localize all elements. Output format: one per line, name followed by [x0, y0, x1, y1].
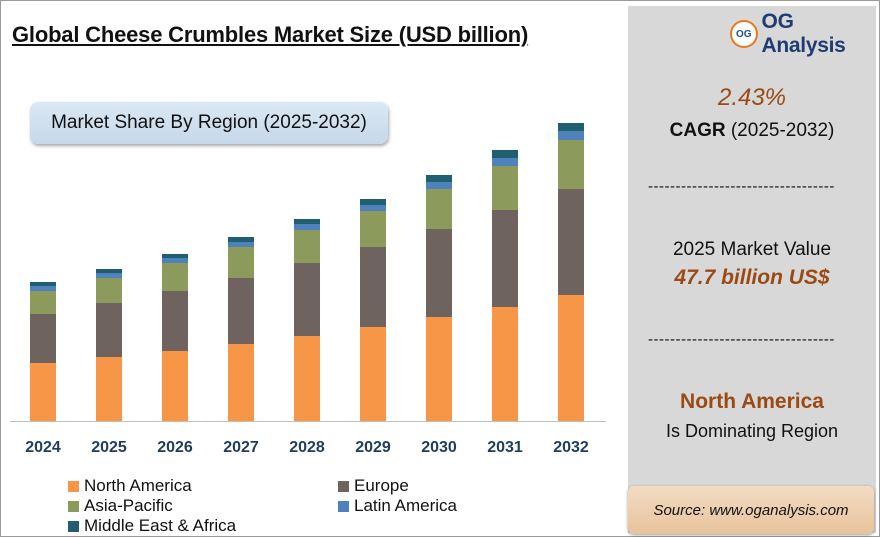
dominating-region-label: Is Dominating Region — [665, 421, 839, 441]
bar-2028-latin-america — [294, 224, 320, 230]
bar-2029-asia-pacific — [360, 211, 386, 247]
cagr-label-bold: CAGR — [669, 120, 726, 141]
x-tick-label: 2024 — [25, 439, 61, 456]
bar-2028-north-america — [294, 336, 320, 421]
bar-2032-latin-america — [558, 131, 584, 140]
bar-2027-europe — [228, 278, 254, 344]
cagr-value: 2.43% — [717, 84, 787, 111]
bar-2028-middle-east-africa — [294, 219, 320, 224]
bar-2030-asia-pacific — [426, 189, 452, 229]
legend-item: Asia-Pacific — [68, 496, 173, 516]
summary-panel — [628, 6, 876, 533]
bar-2025-europe — [96, 303, 122, 357]
bar-2024-asia-pacific — [30, 291, 56, 314]
bar-2027-asia-pacific — [228, 247, 254, 278]
x-tick-label: 2031 — [487, 439, 523, 456]
x-tick-label: 2026 — [157, 439, 193, 456]
x-tick-label: 2030 — [421, 439, 457, 456]
legend-label: Asia-Pacific — [84, 496, 173, 515]
x-tick-label: 2029 — [355, 439, 391, 456]
bar-2024-middle-east-africa — [30, 282, 56, 286]
source-label: Source: www.oganalysis.com — [628, 486, 874, 534]
legend-label: Europe — [354, 476, 409, 495]
market-value-label: 2025 Market Value — [672, 239, 832, 260]
region-share-pill: Market Share By Region (2025-2032) — [30, 102, 388, 144]
market-value: 47.7 billion US$ — [674, 266, 830, 289]
divider-1: ---------------------------------- — [648, 178, 835, 195]
bar-2031-middle-east-africa — [492, 150, 518, 158]
bar-2032-north-america — [558, 295, 584, 421]
legend-swatch — [338, 500, 349, 512]
legend-swatch — [68, 500, 79, 512]
bar-2032-europe — [558, 189, 584, 295]
bar-2031-latin-america — [492, 158, 518, 166]
cagr-label: CAGR (2025-2032) — [628, 120, 876, 142]
og-analysis-logo: OG OG Analysis — [730, 10, 880, 58]
x-tick-label: 2027 — [223, 439, 259, 456]
bar-2025-asia-pacific — [96, 278, 122, 303]
legend-swatch — [68, 520, 79, 532]
bar-2024-latin-america — [30, 286, 56, 291]
legend-label: Middle East & Africa — [84, 516, 237, 535]
bar-2027-north-america — [228, 344, 254, 421]
bar-2031-asia-pacific — [492, 166, 518, 210]
legend-label: North America — [84, 476, 192, 495]
legend-item: Latin America — [338, 496, 457, 516]
legend-label: Latin America — [354, 496, 457, 515]
legend-swatch — [338, 480, 349, 492]
bar-2026-latin-america — [162, 258, 188, 263]
legend-swatch — [68, 480, 79, 492]
bar-2032-asia-pacific — [558, 140, 584, 189]
bar-2027-middle-east-africa — [228, 237, 254, 242]
stacked-bar-chart: 2024 2025 2026 2027 2028 2029 2030 2031 2032 — [10, 123, 606, 456]
bar-2030-europe — [426, 229, 452, 317]
bar-2031-europe — [492, 210, 518, 307]
bar-2028-asia-pacific — [294, 230, 320, 263]
bar-2025-latin-america — [96, 273, 122, 278]
chart-title: Global Cheese Crumbles Market Size (USD … — [12, 22, 529, 47]
bar-2026-asia-pacific — [162, 263, 188, 291]
bar-2027-latin-america — [228, 242, 254, 247]
bar-2026-europe — [162, 291, 188, 351]
bar-2029-latin-america — [360, 205, 386, 211]
bar-2030-latin-america — [426, 182, 452, 189]
bar-2030-north-america — [426, 317, 452, 421]
dominating-region: North America — [680, 390, 824, 413]
bar-2028-europe — [294, 263, 320, 336]
bar-2029-north-america — [360, 327, 386, 421]
bar-2029-europe — [360, 247, 386, 327]
x-tick-label: 2025 — [91, 439, 127, 456]
bar-2025-north-america — [96, 357, 122, 421]
divider-2: ---------------------------------- — [648, 331, 835, 348]
bar-2031-north-america — [492, 307, 518, 421]
bar-2026-north-america — [162, 351, 188, 421]
legend-item: Middle East & Africa — [68, 516, 236, 536]
bar-2030-middle-east-africa — [426, 175, 452, 182]
bar-2024-europe — [30, 314, 56, 363]
og-analysis-logo-icon: OG — [730, 20, 758, 48]
bar-2029-middle-east-africa — [360, 199, 386, 205]
legend-item: Europe — [338, 476, 409, 496]
bar-2025-middle-east-africa — [96, 269, 122, 273]
logo-text: OG Analysis — [761, 10, 846, 57]
bar-2032-middle-east-africa — [558, 123, 584, 131]
legend-item: North America — [68, 476, 192, 496]
x-tick-label: 2032 — [553, 439, 589, 456]
bar-2024-north-america — [30, 363, 56, 421]
cagr-label-period: (2025-2032) — [725, 120, 835, 141]
bar-2026-middle-east-africa — [162, 254, 188, 258]
x-tick-label: 2028 — [289, 439, 325, 456]
